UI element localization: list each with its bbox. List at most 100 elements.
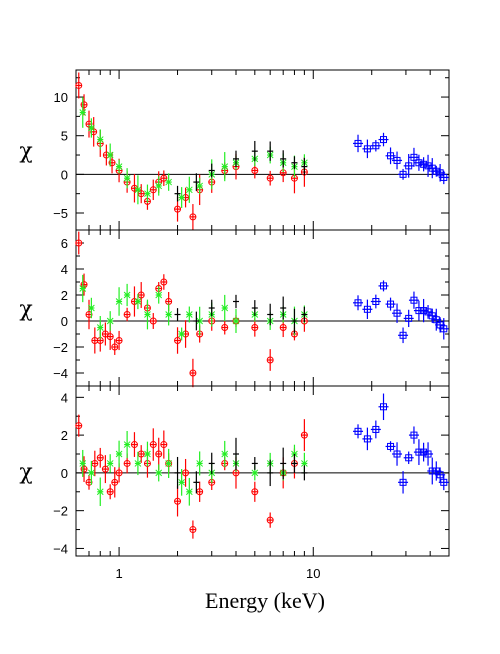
y-tick-label: −4: [53, 366, 68, 381]
data-point: [96, 454, 104, 462]
y-tick-label: 4: [61, 262, 68, 277]
data-point: [393, 309, 401, 317]
data-point: [387, 152, 395, 160]
data-point: [185, 488, 193, 496]
data-point: [106, 151, 114, 159]
data-point: [115, 163, 123, 170]
data-point: [405, 454, 413, 462]
data-point: [372, 425, 380, 433]
data-point: [432, 167, 440, 175]
data-point: [75, 81, 83, 89]
data-point: [440, 478, 448, 486]
data-point: [195, 320, 198, 322]
data-point: [210, 169, 213, 172]
data-point: [266, 174, 274, 182]
series-red: [75, 414, 308, 539]
data-point: [149, 317, 157, 325]
data-point: [410, 153, 418, 161]
data-point: [88, 469, 95, 477]
panel-frame: [75, 69, 450, 231]
data-point: [303, 472, 306, 474]
data-point: [144, 311, 151, 318]
data-point: [165, 460, 173, 467]
data-point: [303, 165, 306, 168]
y-tick-label: 0: [61, 314, 68, 329]
y-axis-title: χ: [19, 139, 32, 164]
data-point: [85, 311, 93, 318]
data-point: [266, 516, 274, 524]
data-point: [303, 313, 306, 316]
data-point: [80, 101, 88, 109]
y-tick-label: 0: [61, 167, 68, 182]
data-point: [405, 162, 413, 170]
data-point: [155, 182, 163, 190]
data-point: [424, 450, 432, 458]
data-point: [380, 136, 388, 144]
x-tick-label: 10: [306, 566, 320, 581]
data-point: [254, 150, 256, 152]
data-point: [235, 300, 237, 303]
data-point: [210, 307, 213, 309]
data-point: [235, 453, 237, 455]
data-point: [178, 330, 186, 338]
data-point: [432, 467, 440, 475]
data-point: [123, 291, 131, 299]
data-point: [424, 162, 432, 170]
x-tick-label: 1: [115, 566, 122, 581]
data-point: [428, 312, 436, 320]
data-point: [393, 450, 401, 458]
y-tick-label: 10: [54, 90, 68, 105]
data-point: [155, 450, 163, 458]
data-point: [436, 321, 444, 329]
data-point: [282, 158, 284, 160]
data-point: [111, 478, 119, 486]
data-point: [436, 169, 444, 177]
data-point: [106, 488, 114, 496]
data-point: [254, 307, 256, 309]
data-point: [354, 427, 362, 435]
data-point: [189, 213, 197, 221]
y-axis-title: χ: [19, 460, 32, 485]
data-point: [195, 481, 198, 484]
data-point: [235, 158, 237, 160]
data-point: [251, 166, 259, 174]
data-point: [269, 472, 271, 474]
data-point: [189, 526, 197, 534]
data-point: [165, 311, 173, 318]
data-point: [354, 139, 362, 147]
data-point: [221, 163, 229, 170]
series-green: [79, 274, 308, 341]
data-point: [279, 324, 287, 331]
chart-panel-3: −4 −2 0 2 4 χ 1 10: [19, 385, 450, 581]
series-black: [174, 294, 308, 334]
data-point: [387, 300, 395, 308]
data-point: [111, 343, 119, 351]
data-point: [106, 317, 114, 325]
data-point: [108, 159, 116, 167]
y-tick-label: −5: [53, 206, 68, 221]
data-point: [300, 431, 308, 439]
y-tick-label: −2: [53, 340, 68, 355]
data-point: [410, 431, 418, 439]
data-point: [363, 435, 371, 443]
data-point: [251, 324, 259, 331]
data-point: [195, 181, 198, 183]
data-point: [101, 465, 109, 473]
data-point: [144, 450, 151, 458]
series-black: [174, 437, 308, 494]
data-point: [85, 120, 93, 128]
data-point: [123, 174, 131, 182]
data-point: [185, 186, 193, 194]
data-point: [88, 124, 95, 132]
data-point: [372, 142, 380, 150]
data-point: [399, 331, 407, 339]
data-point: [354, 299, 362, 307]
data-point: [123, 459, 131, 467]
panel-frame: [75, 385, 450, 557]
data-point: [440, 173, 448, 181]
y-axis-title: χ: [19, 297, 32, 322]
data-point: [432, 316, 440, 324]
data-point: [393, 156, 401, 164]
data-point: [182, 469, 190, 477]
